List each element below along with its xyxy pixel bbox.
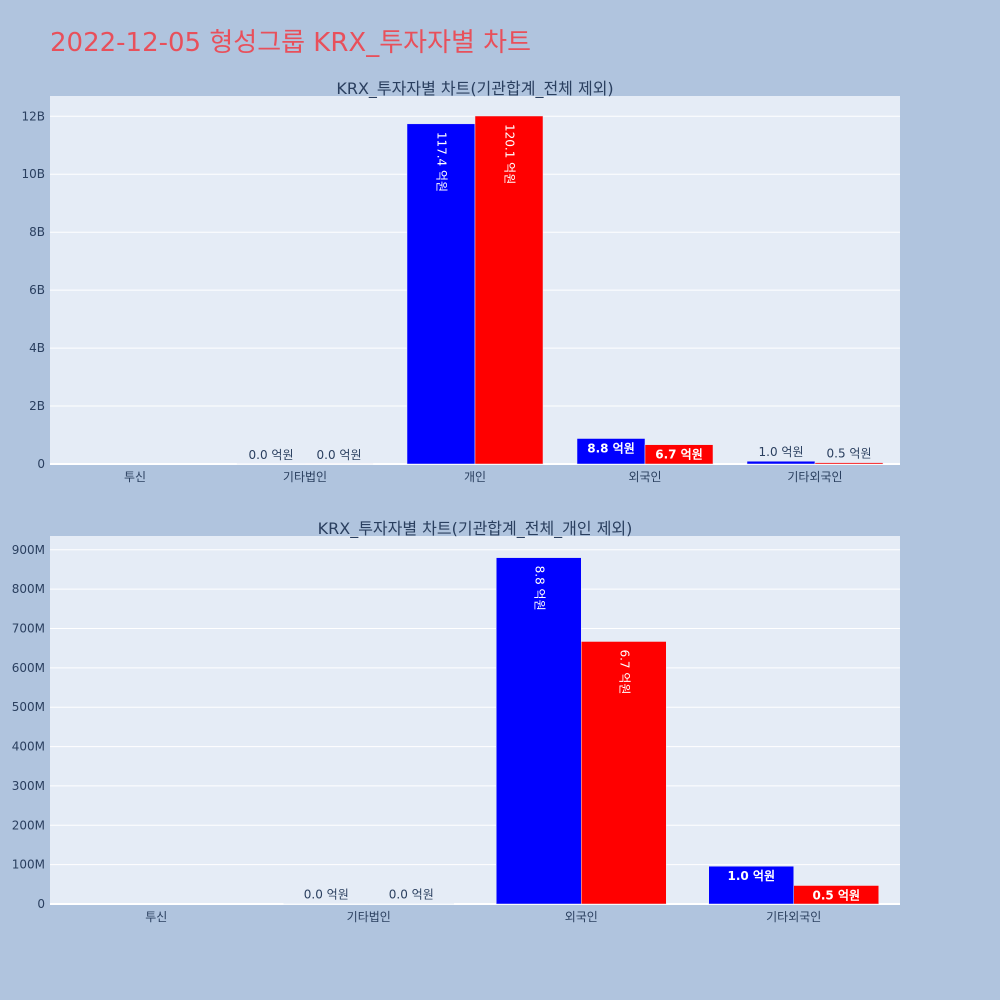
bar-value-label: 0.0 억원: [317, 448, 362, 462]
bar: [496, 557, 582, 905]
x-tick-label: 기타외국인: [787, 470, 842, 484]
bar-value-label: 8.8 억원: [587, 442, 635, 456]
x-tick-label: 투신: [124, 470, 146, 484]
bar: [644, 444, 714, 465]
bar: [708, 865, 794, 905]
y-tick-label: 0: [37, 457, 45, 471]
x-tick-label: 개인: [464, 470, 486, 484]
y-tick-label: 400M: [12, 740, 45, 754]
chart-investor-all: KRX_투자자별 차트(기관합계_전체 제외) 0 2B 4B 6B 8B 10B 12B 투신…: [21, 79, 900, 484]
y-tick-label: 6B: [29, 283, 45, 297]
x-tick-label: 기타법인: [283, 470, 327, 484]
bar: [793, 885, 879, 905]
y-tick-label: 900M: [12, 543, 45, 557]
y-tick-label: 2B: [29, 399, 45, 413]
y-tick-label: 800M: [12, 582, 45, 596]
bar: [581, 641, 667, 905]
bar-value-label: 1.0 억원: [727, 869, 775, 883]
y-tick-label: 300M: [12, 779, 45, 793]
y-tick-label: 4B: [29, 341, 45, 355]
chart-title: KRX_투자자별 차트(기관합계_전체 제외): [336, 79, 613, 99]
bar-value-label: 0.0 억원: [249, 448, 294, 462]
bar-value-label: 6.7 억원: [617, 649, 631, 694]
bar-value-label: 120.1 억원: [503, 124, 517, 184]
y-tick-label: 100M: [12, 858, 45, 872]
x-tick-label: 기타법인: [347, 910, 391, 924]
bar-value-label: 6.7 억원: [655, 448, 703, 462]
bar-value-label: 0.0 억원: [389, 888, 434, 902]
bar-value-label: 1.0 억원: [759, 445, 804, 459]
page-title: 2022-12-05 형성그룹 KRX_투자자별 차트: [50, 28, 532, 58]
bar: [406, 123, 476, 465]
x-tick-label: 투신: [145, 910, 167, 924]
y-tick-label: 700M: [12, 621, 45, 635]
bar: [576, 438, 646, 465]
x-tick-label: 외국인: [628, 470, 661, 484]
y-tick-label: 500M: [12, 700, 45, 714]
bar-value-label: 0.5 억원: [812, 889, 860, 903]
y-tick-label: 600M: [12, 661, 45, 675]
x-tick-label: 기타외국인: [766, 910, 821, 924]
y-tick-label: 10B: [21, 167, 45, 181]
bar: [746, 460, 816, 465]
chart-title: KRX_투자자별 차트(기관합계_전체_개인 제외): [318, 519, 633, 539]
y-tick-label: 0: [37, 897, 45, 911]
bar-value-label: 117.4 억원: [435, 132, 449, 192]
x-tick-label: 외국인: [565, 910, 598, 924]
y-tick-label: 12B: [21, 109, 45, 123]
bar: [474, 115, 544, 465]
y-tick-label: 8B: [29, 225, 45, 239]
bar: [814, 462, 884, 465]
bar-value-label: 0.5 억원: [827, 447, 872, 461]
bar-value-label: 0.0 억원: [304, 888, 349, 902]
chart-investor-excl-individual: KRX_투자자별 차트(기관합계_전체_개인 제외) 0 100M 200M 300M 4…: [12, 519, 900, 924]
bar-value-label: 8.8 억원: [532, 566, 546, 611]
plot-area: [50, 536, 900, 904]
y-tick-label: 200M: [12, 818, 45, 832]
